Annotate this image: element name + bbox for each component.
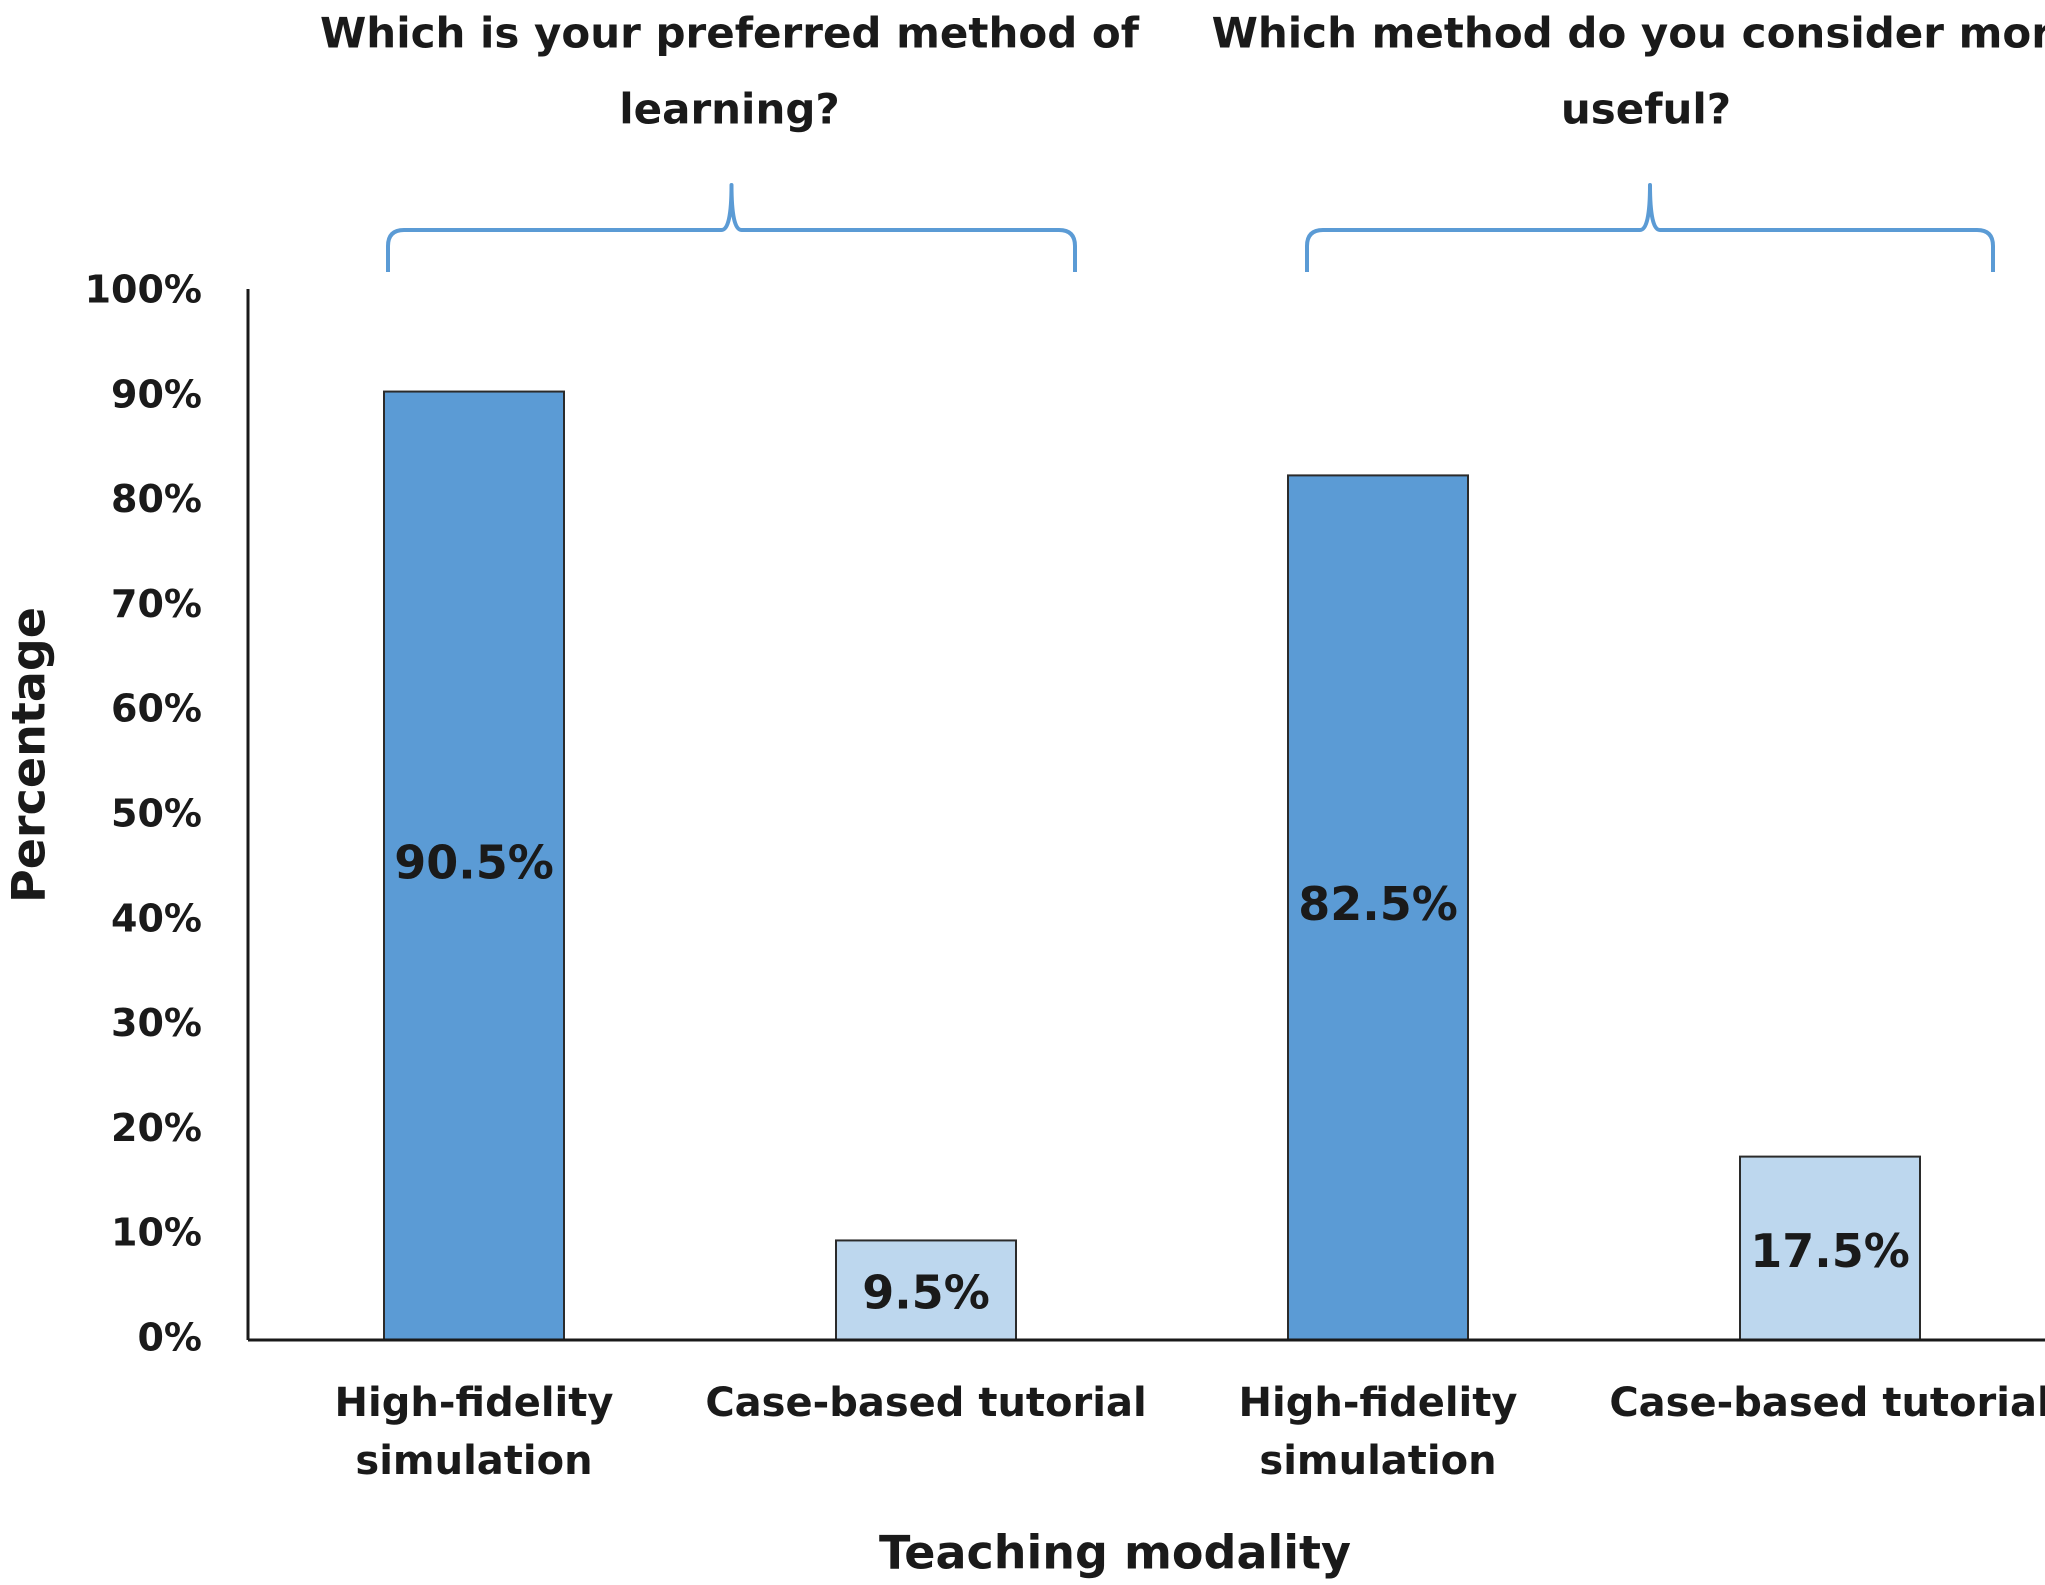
y-tick-label: 0%: [137, 1316, 202, 1360]
x-tick-label: Case-based tutorial: [1609, 1380, 2045, 1426]
x-tick-label: Case-based tutorial: [705, 1380, 1146, 1426]
y-axis-title: Percentage: [2, 607, 56, 903]
group-braces: [386, 183, 1995, 272]
data-label: 82.5%: [1298, 877, 1458, 931]
value-labels: 90.5% 9.5% 82.5% 17.5%: [394, 835, 1910, 1319]
group-title: learning?: [619, 85, 840, 134]
y-axis-ticks: 0% 10% 20% 30% 40% 50% 60% 70% 80% 90% 100%: [85, 268, 202, 1360]
group-title: Which is your preferred method of: [320, 9, 1140, 58]
group-brace: [1305, 183, 1995, 272]
y-tick-label: 90%: [111, 372, 202, 416]
y-tick-label: 80%: [111, 477, 202, 521]
x-axis-title: Teaching modality: [879, 1526, 1351, 1580]
x-tick-label: simulation: [355, 1438, 592, 1484]
y-tick-label: 70%: [111, 582, 202, 626]
y-tick-label: 10%: [111, 1211, 202, 1255]
bars: [383, 390, 1921, 1341]
x-tick-label: High-fidelity: [1239, 1380, 1518, 1426]
y-tick-label: 100%: [85, 268, 202, 312]
x-tick-label: High-fidelity: [335, 1380, 614, 1426]
y-tick-label: 50%: [111, 792, 202, 836]
y-tick-label: 40%: [111, 896, 202, 940]
group-titles: Which is your preferred method of learnin…: [320, 9, 2045, 134]
data-label: 90.5%: [394, 835, 554, 889]
data-label: 9.5%: [862, 1266, 990, 1320]
bar: [383, 390, 565, 1341]
y-tick-label: 20%: [111, 1106, 202, 1150]
y-tick-label: 60%: [111, 687, 202, 731]
group-brace: [386, 183, 1077, 272]
bar: [835, 1239, 1017, 1341]
category-labels: High-fidelity simulation Case-based tutori…: [335, 1380, 2045, 1484]
group-title: Which method do you consider more: [1212, 9, 2045, 58]
y-tick-label: 30%: [111, 1001, 202, 1045]
bar: [1287, 474, 1469, 1341]
data-label: 17.5%: [1750, 1224, 1910, 1278]
bar: [1739, 1155, 1921, 1341]
x-tick-label: simulation: [1259, 1438, 1496, 1484]
group-title: useful?: [1561, 85, 1731, 134]
